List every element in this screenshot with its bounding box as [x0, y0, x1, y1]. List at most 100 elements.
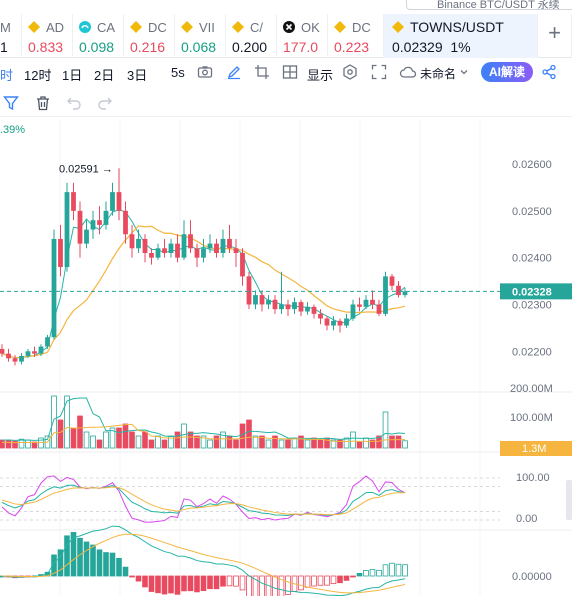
interval-1d[interactable]: 1日 [62, 68, 83, 83]
interval-3d[interactable]: 3日 [127, 68, 148, 83]
macd-histogram-bar [70, 532, 77, 577]
macd-histogram-bar [272, 575, 278, 596]
macd-histogram-bar [285, 575, 291, 596]
ticker-tab-0[interactable]: M 1 [0, 14, 22, 58]
candle-body [142, 238, 148, 253]
ticker-value: 0.200 [232, 39, 268, 55]
share-icon[interactable] [541, 64, 557, 80]
volume-bar [304, 439, 311, 449]
volume-bar [194, 435, 200, 449]
macd-histogram-bar [77, 537, 83, 577]
macd-histogram-bar [168, 575, 174, 594]
ticker-tab-7[interactable]: DC 0.223 [328, 14, 384, 58]
interval-5s[interactable]: 5s [171, 65, 185, 80]
interval-2d[interactable]: 2日 [94, 68, 115, 83]
candle-body [123, 210, 128, 235]
ticker-symbol: AD [46, 19, 65, 35]
candle-body [279, 304, 284, 310]
crop-icon[interactable] [254, 64, 270, 80]
macd-histogram-bar [135, 575, 142, 582]
kdj-j-line [1, 475, 406, 523]
current-volume-badge [500, 441, 572, 456]
volume-bar [311, 437, 317, 449]
add-tab-button[interactable]: + [538, 14, 572, 58]
volume-bar [317, 439, 324, 449]
candle-body [129, 234, 135, 249]
ticker-tab-4[interactable]: VII 0.068 [175, 14, 226, 58]
volume-bar [285, 439, 291, 449]
cloud-icon[interactable] [399, 64, 417, 80]
macd-histogram-bar [233, 575, 239, 587]
candle-body [155, 248, 161, 258]
ticker-tab-1[interactable]: AD 0.833 [22, 14, 73, 58]
candle-body [240, 252, 245, 277]
camera-icon[interactable] [197, 64, 213, 80]
layout-icon[interactable] [282, 64, 298, 80]
ticker-symbol: VII [199, 19, 215, 35]
macd-histogram-bar [298, 575, 304, 591]
chevron-down-icon[interactable] [459, 67, 469, 77]
display-menu[interactable]: 显示 [307, 68, 334, 83]
active-ticker-symbol: TOWNS/USDT [410, 19, 504, 35]
macd-histogram-bar [350, 575, 356, 578]
interval-12h[interactable]: 12时 [24, 68, 52, 83]
volume-bar [25, 439, 31, 449]
candle-body [331, 320, 336, 326]
macd-histogram-bar [337, 575, 343, 584]
ticker-tab-2[interactable]: CA 0.098 [73, 14, 124, 58]
macd-histogram-bar [363, 570, 369, 577]
volume-bar [64, 395, 70, 449]
macd-dea-line [1, 533, 406, 594]
fullscreen-icon[interactable] [371, 64, 387, 80]
macd-tick-label: 0.00000 [512, 571, 552, 583]
kdj-d-line [1, 486, 406, 516]
volume-bar [18, 438, 25, 449]
candle-body [253, 295, 258, 305]
candle-body [227, 238, 232, 249]
ticker-tab-3[interactable]: DC 0.216 [124, 14, 175, 58]
trash-icon[interactable] [35, 95, 51, 111]
volume-bar [5, 439, 12, 449]
current-volume-label: 1.3M [522, 443, 546, 455]
volume-bar [200, 435, 207, 449]
pencil-icon[interactable] [226, 64, 242, 80]
volume-bar [142, 431, 148, 449]
diamond-icon [181, 21, 193, 33]
volume-bar [220, 431, 226, 449]
volume-bar [181, 423, 187, 449]
ticker-tab-6[interactable]: OK 177.0 [277, 14, 328, 58]
volume-bar [389, 435, 395, 449]
candle-body [38, 346, 44, 354]
volume-bar [272, 435, 278, 449]
diamond-icon [130, 21, 142, 33]
candle-body [90, 220, 96, 230]
candle-body [292, 302, 297, 310]
volume-bar [343, 437, 350, 449]
ai-analysis-button[interactable]: AI解读 [481, 62, 533, 82]
volume-bar [129, 431, 135, 449]
ticker-symbol: DC [148, 19, 167, 35]
settings-icon[interactable] [342, 64, 358, 80]
side-scroll-handle [566, 480, 572, 520]
candle-body [25, 351, 31, 356]
price-tick-label: 0.02300 [512, 299, 552, 311]
symbol-search-input[interactable]: Binance BTC/USDT 永续 [406, 0, 572, 10]
macd-histogram-bar [200, 575, 207, 592]
diamond-icon [28, 21, 40, 33]
candle-body [337, 320, 343, 326]
macd-histogram-bar [239, 575, 246, 591]
volume-bar [83, 431, 90, 449]
layout-name[interactable]: 未命名 [420, 67, 457, 81]
filter-icon[interactable] [3, 95, 19, 111]
undo-icon[interactable] [66, 95, 82, 111]
interval-partial[interactable]: 时 [0, 68, 14, 83]
kdj-tick-label: 0.00 [516, 513, 537, 525]
ticker-tab-active[interactable]: TOWNS/USDT 0.02329 1% [384, 14, 538, 58]
candle-body [97, 220, 102, 225]
macd-histogram-bar [278, 575, 285, 596]
ticker-tab-5[interactable]: C/ 0.200 [226, 14, 277, 58]
redo-icon[interactable] [97, 95, 113, 111]
ticker-symbol: DC [352, 19, 371, 35]
candle-body [318, 313, 323, 319]
